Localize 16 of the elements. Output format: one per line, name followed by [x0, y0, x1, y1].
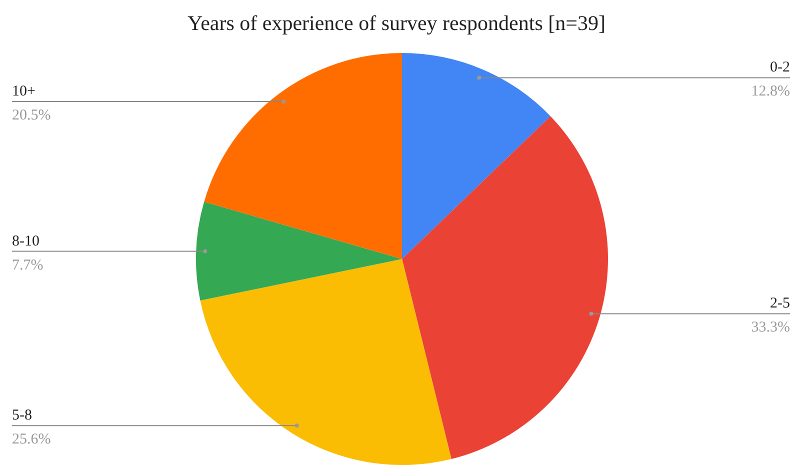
data-label: 7.7%: [12, 257, 44, 274]
pie-slice: [196, 202, 402, 300]
pie-slice: [204, 53, 402, 259]
data-label: 12.8%: [751, 84, 790, 100]
data-label: 20.5%: [12, 108, 51, 124]
pie-slice: [402, 116, 608, 459]
slice-label: 2-5: [770, 296, 790, 312]
slice-label: 0-2: [770, 60, 790, 76]
pie-slice: [200, 259, 452, 465]
data-label: 25.6%: [12, 432, 51, 448]
pie-slice: [402, 53, 550, 259]
slice-label: 10+: [12, 84, 36, 100]
slice-label: 5-8: [12, 408, 32, 424]
chart-title: Years of experience of survey respondents [n=39]: [188, 11, 606, 35]
data-label: 33.3%: [751, 320, 790, 336]
slice-label: 8-10: [12, 233, 40, 250]
